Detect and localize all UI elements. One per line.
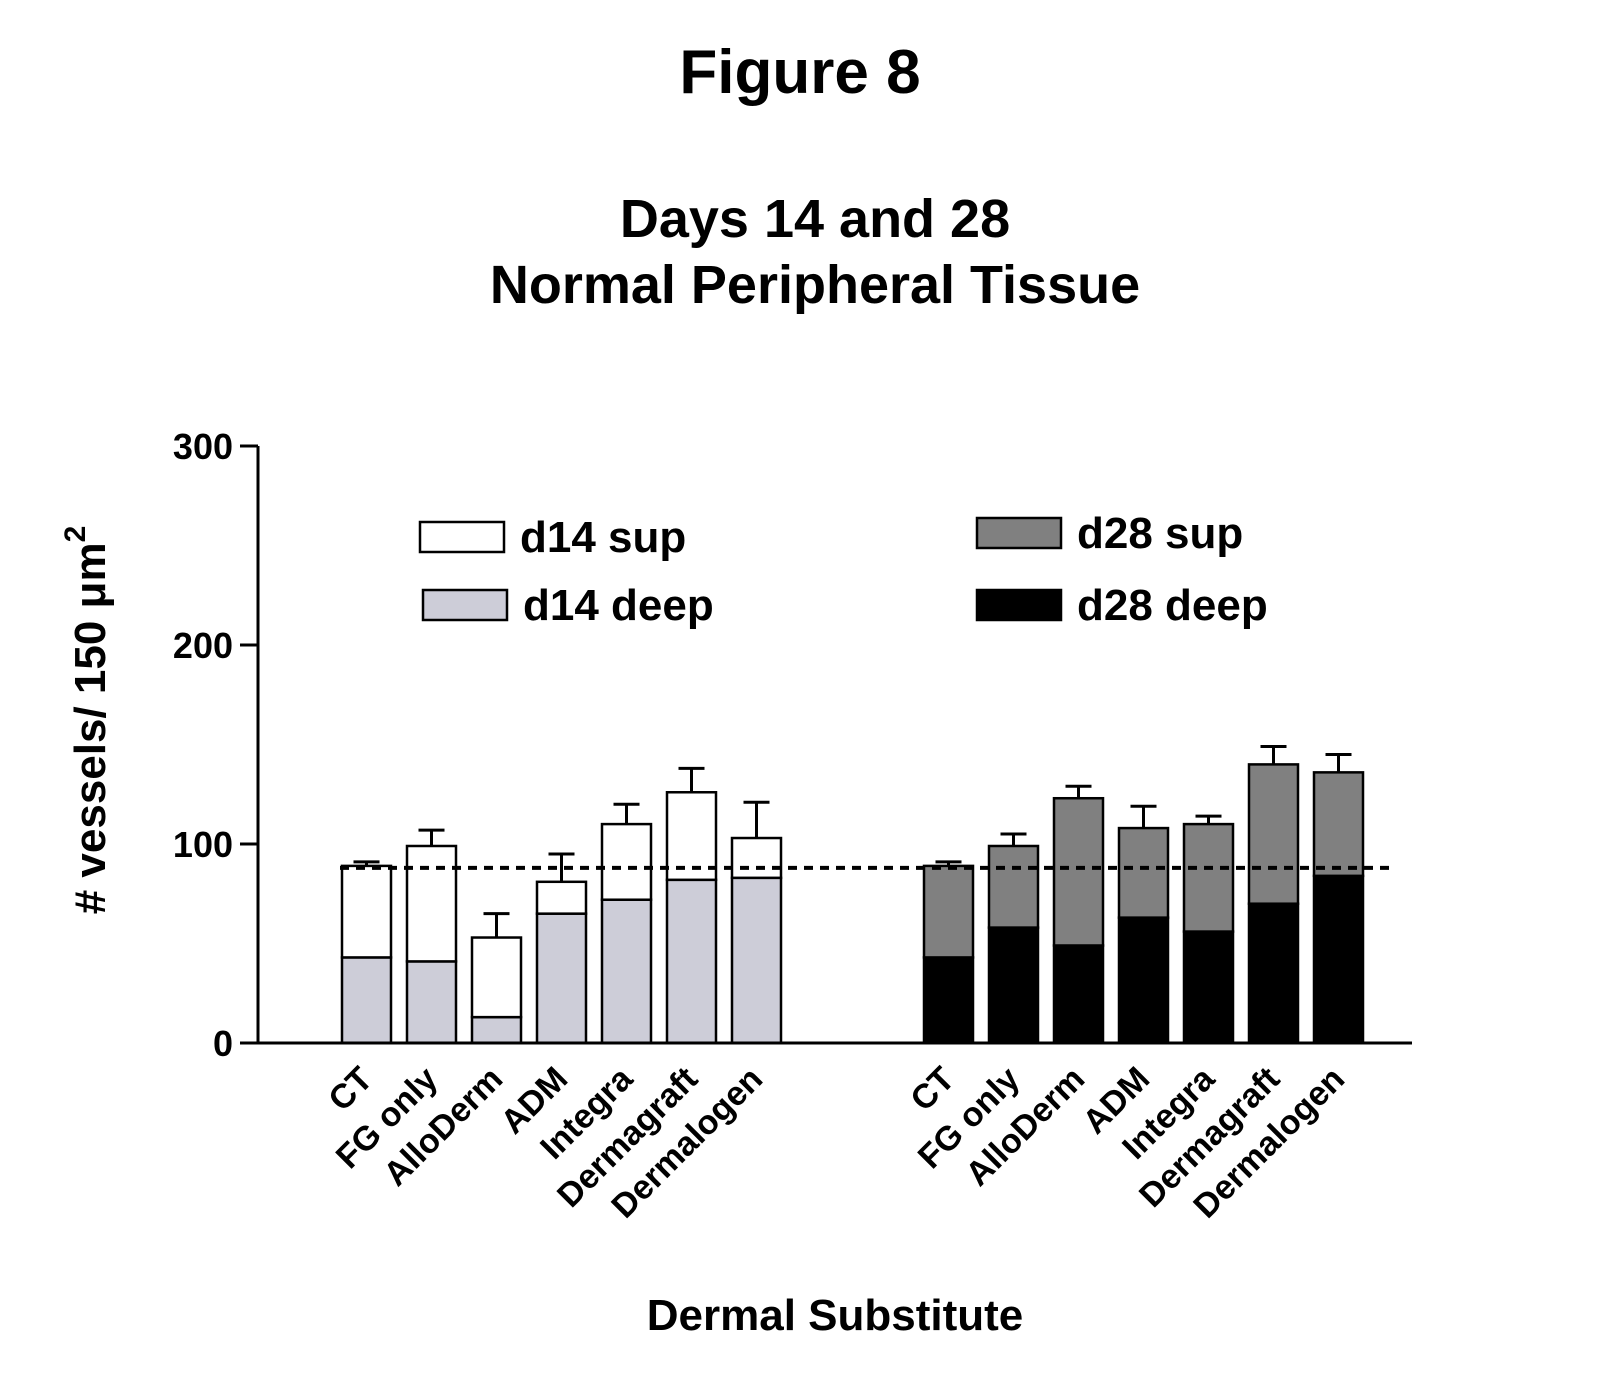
y-tick-label: 300 [173, 426, 233, 467]
bar-segment [987, 844, 1040, 929]
bar-segment [987, 926, 1040, 1045]
chart-title-line-1: Days 14 and 28 [619, 189, 1011, 249]
bar-segment [405, 960, 458, 1045]
bar-segment [1312, 771, 1365, 878]
y-axis-title-main: # vessels/ 150 μm [66, 542, 115, 914]
legend-label: d28 deep [1077, 581, 1268, 630]
bar-segment [340, 864, 393, 959]
y-axis-title: # vessels/ 150 μm2 [59, 526, 115, 915]
legend-label: d28 sup [1077, 509, 1243, 558]
chart-title: Days 14 and 28 Normal Peripheral Tissue [0, 186, 1600, 318]
bar-segment [1052, 796, 1105, 947]
bar-segment [1182, 930, 1235, 1045]
legend-swatch [418, 520, 506, 554]
legend-swatch [975, 516, 1063, 550]
legend-swatch [975, 588, 1063, 622]
bar-segment [730, 836, 783, 880]
bar-segment [535, 880, 588, 915]
bar-segment [922, 956, 975, 1045]
legend-label: d14 sup [520, 513, 686, 562]
y-tick-label: 0 [213, 1023, 233, 1064]
legend-swatch [421, 588, 509, 622]
bar-segment [470, 936, 523, 1019]
bar-segment [665, 878, 718, 1045]
bar-segment [600, 822, 653, 901]
y-axis-title-superscript: 2 [59, 526, 92, 543]
bar-segment [922, 864, 975, 959]
x-axis-title: Dermal Substitute [647, 1291, 1024, 1340]
bar-segment [1247, 763, 1300, 905]
bar-segment [1182, 822, 1235, 933]
bar-segment [535, 912, 588, 1045]
bar-segment [665, 791, 718, 882]
bar-segment [600, 898, 653, 1045]
bar-segment [730, 876, 783, 1045]
bar-segment [405, 844, 458, 963]
bar-segment [340, 956, 393, 1045]
chart-title-line-2: Normal Peripheral Tissue [489, 255, 1141, 315]
bar-segment [1117, 916, 1170, 1045]
legend-label: d14 deep [523, 581, 714, 630]
bar-segment [1052, 944, 1105, 1045]
bar-segment [470, 1015, 523, 1045]
legend: d14 sup d14 deep d28 sup d28 deep [418, 509, 1268, 630]
bar-segment [1247, 902, 1300, 1045]
figure-title: Figure 8 [679, 38, 921, 107]
bar-segment [1117, 826, 1170, 919]
bar-segment [1312, 874, 1365, 1045]
y-tick-label: 200 [173, 625, 233, 666]
bars-layer [340, 744, 1365, 1045]
y-tick-label: 100 [173, 824, 233, 865]
